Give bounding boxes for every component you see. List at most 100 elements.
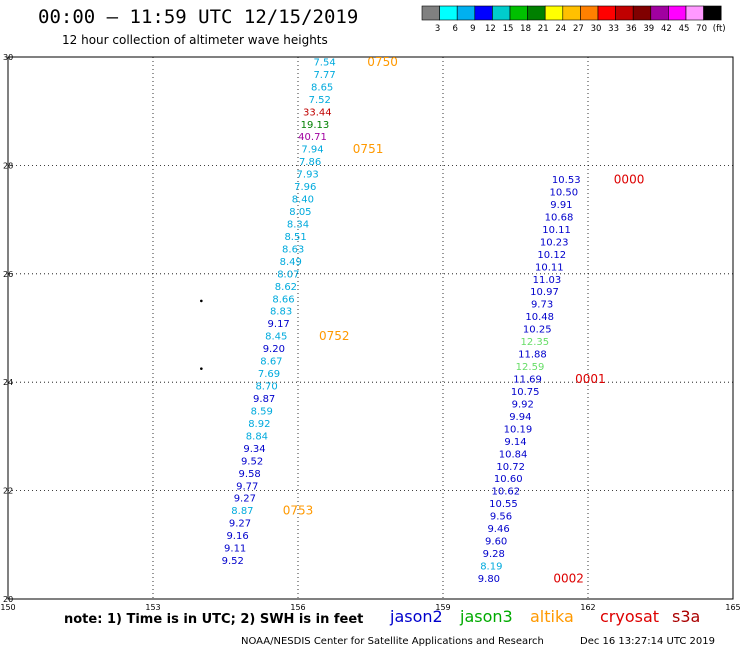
legend-swatch bbox=[580, 5, 599, 21]
legend-label: 45 bbox=[679, 24, 690, 34]
legend-swatch bbox=[668, 5, 687, 21]
x-tick-label: 150 bbox=[0, 603, 15, 612]
x-tick-label: 162 bbox=[580, 603, 595, 612]
wave-height-point: 7.93 bbox=[297, 170, 319, 181]
wave-height-point: 7.86 bbox=[299, 157, 321, 168]
legend-label: 15 bbox=[503, 24, 514, 34]
wave-height-point: 8.45 bbox=[265, 332, 287, 343]
x-tick-label: 159 bbox=[435, 603, 450, 612]
chart-title: 00:00 – 11:59 UTC 12/15/2019 bbox=[38, 6, 359, 28]
time-mark-label: 0752 bbox=[319, 329, 350, 343]
footer-timestamp: Dec 16 13:27:14 UTC 2019 bbox=[580, 636, 715, 647]
y-tick-label: 30 bbox=[3, 53, 13, 62]
footer-credit: NOAA/NESDIS Center for Satellite Applica… bbox=[241, 636, 544, 647]
y-tick-label: 28 bbox=[3, 161, 13, 170]
legend-swatch bbox=[474, 5, 493, 21]
y-tick-label: 20 bbox=[3, 595, 13, 604]
legend-label: 24 bbox=[555, 24, 566, 34]
wave-height-point: 9.11 bbox=[224, 544, 246, 555]
legend-label: 36 bbox=[626, 24, 637, 34]
time-mark-label: 0001 bbox=[575, 372, 606, 386]
wave-height-point: 9.80 bbox=[478, 574, 500, 585]
wave-height-point: 7.52 bbox=[309, 95, 331, 106]
wave-height-point: 8.59 bbox=[251, 406, 273, 417]
wave-height-point: 10.55 bbox=[489, 499, 518, 510]
wave-height-point: 9.16 bbox=[226, 531, 248, 542]
legend-label: 9 bbox=[470, 24, 475, 34]
wave-height-point: 9.52 bbox=[222, 556, 244, 567]
wave-height-point: 7.69 bbox=[258, 369, 280, 380]
wave-height-point: 9.91 bbox=[550, 200, 572, 211]
satellite-label-jason2: jason2 bbox=[390, 607, 443, 626]
legend-swatch bbox=[544, 5, 564, 21]
legend-swatch bbox=[650, 5, 669, 21]
wave-height-point: 10.97 bbox=[530, 287, 559, 298]
x-tick-label: 156 bbox=[290, 603, 305, 612]
wave-height-point: 10.12 bbox=[537, 250, 566, 261]
legend-swatch bbox=[509, 5, 528, 21]
wave-height-point: 10.25 bbox=[523, 325, 552, 336]
wave-height-point: 19.13 bbox=[301, 120, 330, 131]
legend-label: 3 bbox=[435, 24, 440, 34]
wave-height-point: 10.19 bbox=[504, 424, 533, 435]
wave-height-point: 11.69 bbox=[513, 374, 542, 385]
legend-swatch bbox=[421, 5, 440, 21]
wave-height-point: 9.17 bbox=[268, 319, 290, 330]
legend-swatch bbox=[703, 5, 722, 21]
wave-height-point: 8.70 bbox=[255, 382, 277, 393]
footer-note: note: 1) Time is in UTC; 2) SWH is in fe… bbox=[64, 612, 364, 627]
wave-height-point: 8.66 bbox=[272, 294, 294, 305]
legend-swatch bbox=[615, 5, 634, 21]
y-tick-label: 24 bbox=[3, 378, 13, 387]
wave-height-point: 10.50 bbox=[550, 188, 579, 199]
wave-height-point: 10.53 bbox=[552, 175, 581, 186]
wave-height-point: 12.35 bbox=[521, 337, 550, 348]
wave-height-point: 8.05 bbox=[289, 207, 311, 218]
wave-height-point: 11.88 bbox=[518, 350, 547, 361]
wave-height-point: 9.60 bbox=[485, 537, 507, 548]
satellite-label-altika: altika bbox=[530, 607, 574, 626]
wave-height-point: 9.73 bbox=[531, 300, 553, 311]
wave-height-point: 7.96 bbox=[294, 182, 316, 193]
legend-label: 6 bbox=[452, 24, 457, 34]
satellite-label-cryosat: cryosat bbox=[600, 607, 660, 626]
wave-height-point: 8.40 bbox=[292, 195, 314, 206]
wave-height-point: 40.71 bbox=[298, 132, 327, 143]
legend-swatch bbox=[456, 5, 476, 21]
time-mark-label: 0751 bbox=[353, 142, 384, 156]
wave-height-point: 8.19 bbox=[480, 561, 502, 572]
legend-label: (ft) bbox=[713, 24, 726, 34]
satellite-label-s3a: s3a bbox=[672, 607, 701, 626]
wave-height-point: 8.84 bbox=[246, 431, 268, 442]
wave-height-point: 12.59 bbox=[516, 362, 545, 373]
wave-height-point: 8.49 bbox=[280, 257, 302, 268]
wave-height-point: 9.27 bbox=[234, 494, 256, 505]
legend-swatch bbox=[492, 5, 511, 21]
wave-height-point: 8.34 bbox=[287, 219, 309, 230]
y-tick-label: 22 bbox=[3, 487, 13, 496]
wave-height-point: 7.54 bbox=[313, 57, 335, 68]
wave-height-point: 9.87 bbox=[253, 394, 275, 405]
axis-ticks: 150 153 156 159 162 165 20 22 24 26 28 30 bbox=[0, 53, 740, 612]
legend-label: 12 bbox=[485, 24, 496, 34]
x-tick-label: 153 bbox=[145, 603, 160, 612]
time-mark-label: 0750 bbox=[367, 55, 398, 69]
time-mark-label: 0002 bbox=[553, 571, 584, 585]
wave-height-point: 10.48 bbox=[525, 312, 554, 323]
wave-height-point: 9.20 bbox=[263, 344, 285, 355]
wave-height-point: 10.11 bbox=[535, 262, 564, 273]
wave-height-point: 33.44 bbox=[303, 107, 332, 118]
wave-height-point: 8.65 bbox=[311, 82, 333, 93]
dot-marker bbox=[200, 367, 203, 370]
wave-height-point: 7.77 bbox=[313, 70, 335, 81]
wave-height-point: 8.07 bbox=[277, 269, 299, 280]
wave-height-point: 10.23 bbox=[540, 237, 569, 248]
wave-height-point: 8.83 bbox=[270, 307, 292, 318]
plot-frame bbox=[7, 56, 734, 600]
wave-height-point: 7.94 bbox=[301, 145, 323, 156]
wave-height-point: 9.94 bbox=[509, 412, 531, 423]
legend-label: 42 bbox=[661, 24, 672, 34]
